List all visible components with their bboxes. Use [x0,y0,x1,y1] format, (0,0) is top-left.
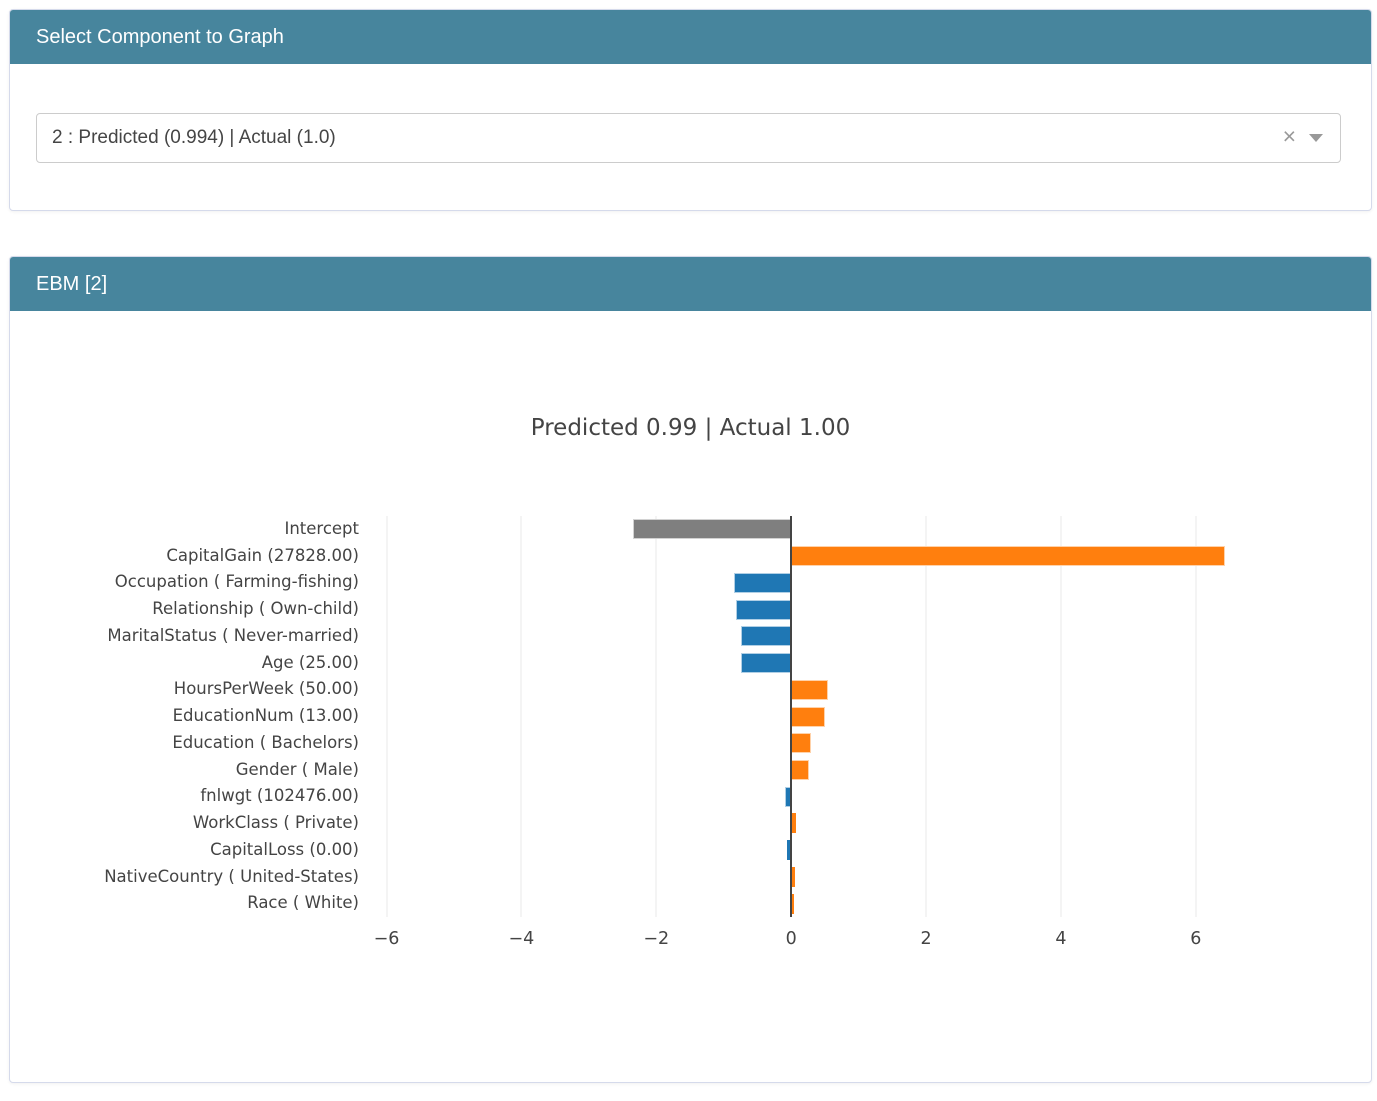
bar-positive [791,866,795,887]
y-axis-label: EducationNum (13.00) [172,706,359,726]
bar-negative [735,599,792,620]
gridline [655,516,657,917]
y-axis-label: Age (25.00) [261,652,359,672]
bar-positive [791,733,812,754]
y-axis-label: Occupation ( Farming-fishing) [114,572,359,592]
gridline [1060,516,1062,917]
y-axis-label: HoursPerWeek (50.00) [173,679,359,699]
y-axis-label: CapitalGain (27828.00) [166,545,359,565]
bar-negative [740,626,792,647]
x-tick-label: 0 [785,929,797,949]
gridline [386,516,387,917]
plot-area: −6 −4 −2 0 2 4 6 Intercept CapitalGain (27828.00… [104,516,1301,949]
x-tick-label: 4 [1055,929,1067,949]
x-tick-label: −6 [373,929,400,949]
y-axis-label: Education ( Bachelors) [172,732,359,752]
ebm-card-title: EBM [2] [36,272,108,295]
y-axis-label: WorkClass ( Private) [192,813,359,833]
bar-positive [791,546,1225,567]
y-axis-label: fnlwgt (102476.00) [200,786,359,806]
zero-line [790,516,793,917]
chart-title: Predicted 0.99 | Actual 1.00 [530,415,851,441]
card-header: EBM [2] [10,257,1371,311]
y-axis-label: MaritalStatus ( Never-married) [107,625,359,645]
bar-negative [741,653,792,674]
card-header: Select Component to Graph [10,10,1371,64]
select-card-body: 2 : Predicted (0.994) | Actual (1.0) × [10,64,1371,210]
clear-icon[interactable]: × [1282,123,1296,149]
gridline [925,516,927,917]
x-tick-label: 6 [1190,929,1202,949]
bar-positive [791,759,810,780]
select-card-title: Select Component to Graph [36,25,284,48]
ebm-card-body: Predicted 0.99 | Actual 1.00 −6 −4 −2 0 2 4 6 I… [10,311,1371,1082]
y-axis-label: NativeCountry ( United-States) [104,866,359,886]
select-component-card: Select Component to Graph 2 : Predicted … [9,9,1372,211]
y-axis-label: Relationship ( Own-child) [152,599,359,619]
bar-positive [791,813,796,834]
y-axis-label: Race ( White) [247,893,359,913]
bar-negative [787,840,792,861]
gridline [520,516,522,917]
bar-positive [791,706,825,727]
bar-positive [791,679,829,700]
bar-positive [791,893,794,914]
y-axis-label: Gender ( Male) [235,759,359,779]
y-axis-label: CapitalLoss (0.00) [210,839,359,859]
x-tick-label: −2 [643,929,670,949]
gridline [1195,516,1197,917]
bar-negative [733,572,792,593]
component-select-dropdown[interactable]: 2 : Predicted (0.994) | Actual (1.0) × [36,113,1341,163]
x-tick-label: 2 [920,929,932,949]
y-axis-label: Intercept [284,519,359,538]
bar-intercept [633,519,792,540]
x-tick-label: −4 [508,929,535,949]
ebm-explanation-card: EBM [2] Predicted 0.99 | Actual 1.00 −6−… [9,256,1372,1083]
selected-component-value: 2 : Predicted (0.994) | Actual (1.0) [52,127,336,148]
caret-down-icon[interactable] [1309,134,1323,142]
